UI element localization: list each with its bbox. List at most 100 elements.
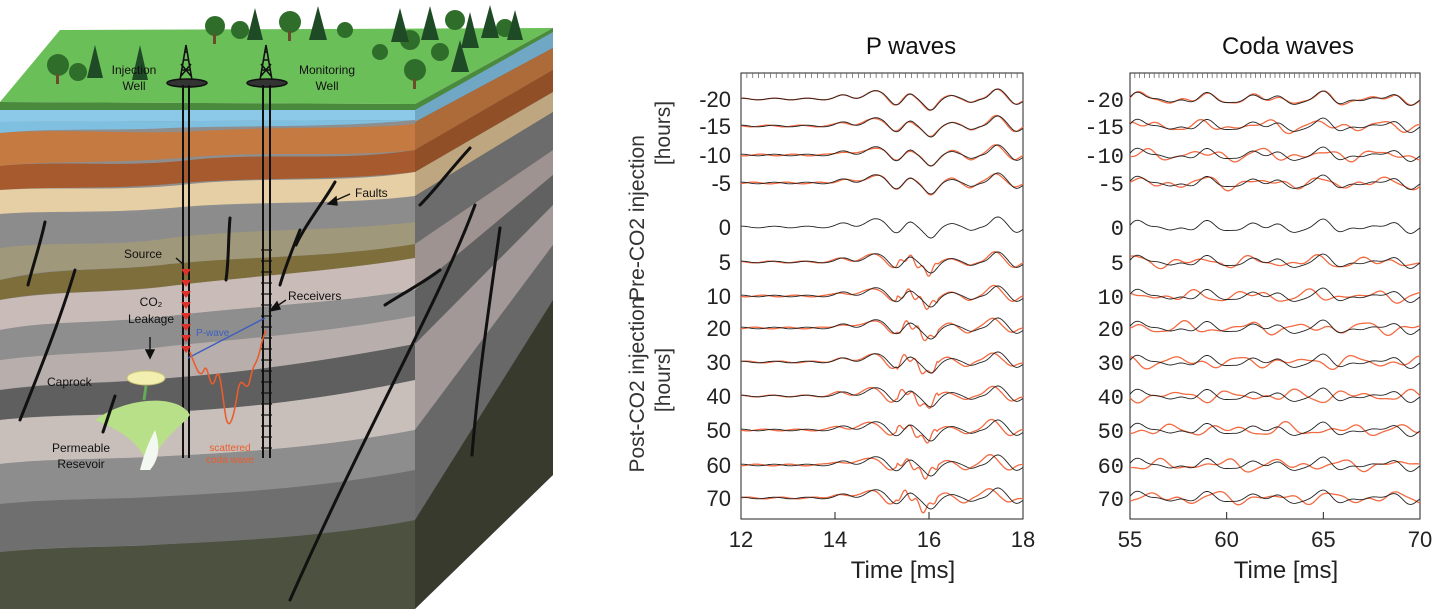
coda-waves-title: Coda waves: [1222, 33, 1354, 60]
row-label: -10: [1084, 145, 1124, 170]
source-marker: [181, 346, 191, 353]
reference-trace: [741, 285, 1024, 308]
source-marker: [181, 324, 191, 331]
p-waves-row-labels: -20-15 -10 -5 0 5 10 20 30 40 50 60 70: [699, 87, 731, 511]
reference-trace: [1129, 117, 1421, 133]
co2-plume: [95, 370, 190, 470]
row-label: 50: [707, 418, 731, 443]
row-label: 30: [1098, 352, 1124, 377]
pre-injection-label: Pre-CO2 injection: [626, 135, 649, 301]
receivers-label: Receivers: [288, 289, 341, 303]
post-injection-units: [hours]: [652, 348, 675, 412]
scattered-coda-label: scattered coda wave: [206, 443, 254, 466]
reference-trace: [741, 317, 1024, 340]
row-label: 70: [707, 486, 731, 511]
reference-trace: [1129, 319, 1421, 335]
coda-waves-traces: [1129, 90, 1421, 506]
x-tick-label: 70: [1408, 527, 1432, 552]
p-waves-traces: [740, 88, 1024, 514]
row-label: -20: [1084, 89, 1124, 114]
block-diagram: Injection Well Monitoring Well Faults Sour…: [0, 5, 553, 609]
source-marker: [181, 302, 191, 309]
reference-trace: [1129, 146, 1421, 162]
row-label: -15: [1084, 116, 1124, 141]
row-label: -5: [1098, 173, 1124, 198]
x-tick-label: 65: [1311, 527, 1335, 552]
source-label: Source: [124, 247, 162, 261]
monitor-trace: [1129, 176, 1421, 192]
row-label: 70: [1098, 488, 1124, 513]
reference-trace: [741, 487, 1024, 510]
x-tick-label: 60: [1214, 527, 1238, 552]
reference-trace: [741, 172, 1024, 195]
monitor-trace: [1129, 288, 1421, 304]
row-label: 10: [1098, 286, 1124, 311]
pre-injection-units: [hours]: [652, 101, 675, 165]
reservoir-label: Permeable Resevoir: [52, 441, 110, 471]
coda-waves-frame: [1129, 72, 1421, 520]
monitor-trace: [1129, 354, 1420, 371]
monitor-trace: [740, 144, 1024, 167]
monitor-trace: [1129, 254, 1421, 270]
reference-trace: [1129, 90, 1421, 106]
p-waves-x-axis: 12 14 16 18: [729, 512, 1035, 552]
monitor-trace: [740, 418, 1024, 444]
reference-trace: [741, 351, 1024, 374]
row-label: 20: [1098, 318, 1124, 343]
coda-waves-panel: Coda waves -20-15 -10 -5 0 5 10 20 30 40 50 60 70 5…: [1084, 33, 1432, 584]
injection-well-rig: [166, 44, 208, 88]
row-label: 5: [719, 250, 731, 275]
x-tick-label: 55: [1118, 527, 1142, 552]
source-marker: [181, 291, 191, 298]
row-label: -10: [699, 143, 731, 168]
coda-waves-row-labels: -20-15 -10 -5 0 5 10 20 30 40 50 60 70: [1084, 89, 1124, 513]
front-face-strata: [0, 105, 415, 609]
row-label: 60: [1098, 455, 1124, 480]
x-tick-label: 14: [823, 527, 847, 552]
monitor-trace: [1129, 320, 1421, 337]
source-markers: [181, 269, 191, 353]
row-label: 30: [707, 350, 731, 375]
trees: [47, 5, 523, 89]
reference-trace: [1129, 287, 1421, 303]
co2-leakage-label: CO₂ Leakage: [128, 295, 174, 326]
reference-trace: [1129, 387, 1421, 403]
reference-trace: [741, 251, 1024, 274]
p-waves-top-ticks: [746, 73, 1018, 78]
injection-well-label: Injection Well: [112, 63, 157, 93]
p-wave-label: P-wave: [196, 328, 230, 339]
coda-waves-xlabel: Time [ms]: [1234, 557, 1338, 584]
source-marker: [181, 280, 191, 287]
p-waves-panel: P waves -20-15 -10 -5 0 5 10 20 30 40 50 60 70 12 14…: [699, 33, 1035, 584]
monitor-trace: [1129, 90, 1421, 106]
row-label: 60: [707, 453, 731, 478]
monitoring-well-label: Monitoring Well: [299, 63, 355, 93]
row-label: 50: [1098, 420, 1124, 445]
reference-trace: [1129, 353, 1421, 369]
monitor-trace: [740, 284, 1024, 311]
monitor-trace: [1129, 118, 1420, 135]
reference-trace: [741, 454, 1024, 477]
monitor-trace: [740, 352, 1024, 375]
reference-trace: [741, 216, 1024, 239]
x-tick-label: 12: [729, 527, 753, 552]
scattered-coda-wave: [189, 329, 267, 425]
row-label: 0: [1111, 217, 1124, 242]
reference-trace: [1129, 421, 1421, 437]
monitor-trace: [1129, 490, 1421, 506]
row-label: -5: [711, 171, 731, 196]
reference-trace: [741, 88, 1024, 111]
row-label: -15: [699, 114, 731, 139]
row-label: 40: [707, 384, 731, 409]
reference-trace: [1129, 218, 1421, 234]
source-marker: [181, 313, 191, 320]
x-tick-label: 16: [917, 527, 941, 552]
post-injection-label: Post-CO2 injection: [626, 297, 649, 472]
faults-label: Faults: [355, 186, 388, 200]
p-wave-ray: [187, 317, 266, 359]
coda-waves-top-ticks: [1134, 73, 1416, 78]
reference-trace: [1129, 489, 1421, 505]
reference-trace: [741, 115, 1024, 138]
p-waves-xlabel: Time [ms]: [851, 557, 955, 584]
reference-trace: [1129, 456, 1421, 472]
